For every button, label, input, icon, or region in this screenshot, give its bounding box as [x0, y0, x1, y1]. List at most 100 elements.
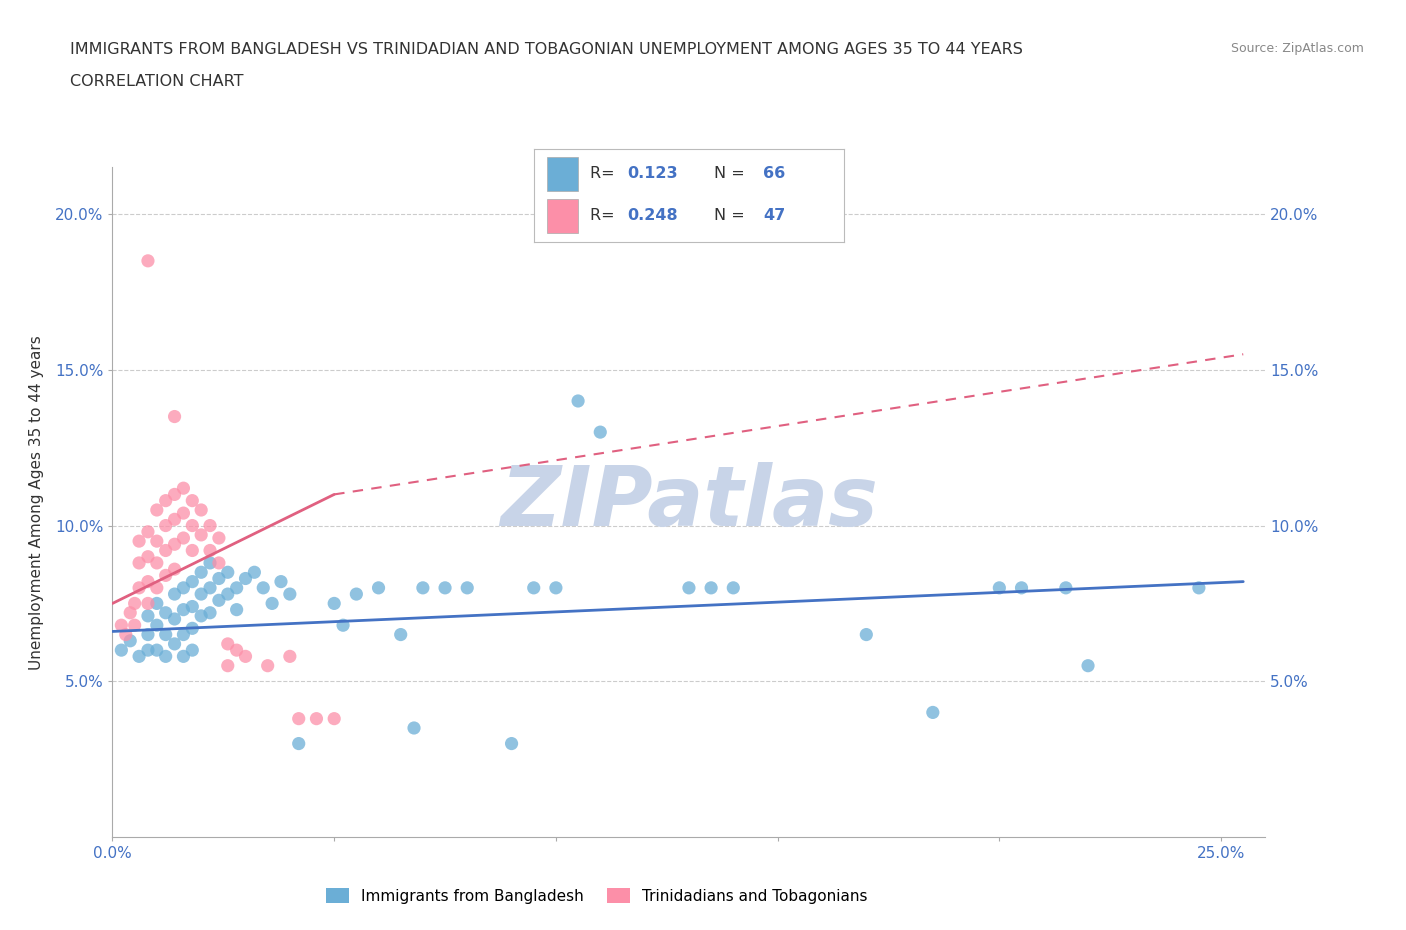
- Text: R=: R=: [591, 166, 620, 181]
- Point: [172, 531, 194, 546]
- Point: [136, 596, 159, 611]
- Point: [217, 658, 239, 673]
- Point: [217, 587, 239, 602]
- Point: [181, 518, 204, 533]
- Point: [235, 571, 257, 586]
- Point: [208, 555, 231, 570]
- Point: [589, 425, 612, 440]
- Point: [287, 737, 309, 751]
- Point: [256, 658, 278, 673]
- Point: [136, 253, 159, 268]
- Point: [124, 596, 146, 611]
- Point: [225, 580, 247, 595]
- Point: [136, 550, 159, 565]
- Point: [172, 506, 194, 521]
- Bar: [547, 157, 578, 191]
- Point: [190, 608, 212, 623]
- Point: [155, 518, 177, 533]
- Point: [146, 596, 169, 611]
- Point: [172, 627, 194, 642]
- Point: [305, 711, 328, 726]
- Point: [988, 580, 1011, 595]
- Point: [114, 627, 136, 642]
- Point: [198, 580, 221, 595]
- Point: [567, 393, 589, 408]
- Point: [146, 502, 169, 517]
- Point: [120, 605, 142, 620]
- Point: [198, 518, 221, 533]
- Point: [163, 612, 186, 627]
- Text: IMMIGRANTS FROM BANGLADESH VS TRINIDADIAN AND TOBAGONIAN UNEMPLOYMENT AMONG AGES: IMMIGRANTS FROM BANGLADESH VS TRINIDADIA…: [70, 42, 1024, 57]
- Point: [172, 481, 194, 496]
- Point: [208, 571, 231, 586]
- Point: [155, 568, 177, 583]
- Point: [252, 580, 274, 595]
- Text: R=: R=: [591, 208, 620, 223]
- Point: [128, 555, 150, 570]
- Point: [110, 643, 132, 658]
- Legend: Immigrants from Bangladesh, Trinidadians and Tobagonians: Immigrants from Bangladesh, Trinidadians…: [321, 882, 873, 910]
- Point: [163, 409, 186, 424]
- Point: [262, 596, 284, 611]
- Point: [287, 711, 309, 726]
- Point: [120, 633, 142, 648]
- Point: [434, 580, 457, 595]
- Point: [181, 574, 204, 589]
- Text: CORRELATION CHART: CORRELATION CHART: [70, 74, 243, 89]
- Text: 0.248: 0.248: [627, 208, 678, 223]
- Point: [700, 580, 723, 595]
- Point: [155, 493, 177, 508]
- Point: [501, 737, 523, 751]
- Point: [128, 534, 150, 549]
- Text: 66: 66: [763, 166, 786, 181]
- Point: [146, 534, 169, 549]
- Point: [163, 562, 186, 577]
- Bar: [547, 199, 578, 232]
- Point: [172, 603, 194, 618]
- Point: [146, 643, 169, 658]
- Point: [146, 555, 169, 570]
- Point: [190, 587, 212, 602]
- Y-axis label: Unemployment Among Ages 35 to 44 years: Unemployment Among Ages 35 to 44 years: [30, 335, 44, 670]
- Point: [1011, 580, 1033, 595]
- Point: [367, 580, 389, 595]
- Point: [163, 587, 186, 602]
- Point: [225, 643, 247, 658]
- Point: [1077, 658, 1099, 673]
- Text: ZIPatlas: ZIPatlas: [501, 461, 877, 543]
- Point: [163, 512, 186, 526]
- Point: [172, 649, 194, 664]
- Point: [163, 537, 186, 551]
- Point: [136, 525, 159, 539]
- Point: [155, 605, 177, 620]
- Point: [181, 621, 204, 636]
- Point: [344, 587, 367, 602]
- Point: [155, 627, 177, 642]
- Point: [146, 618, 169, 632]
- Point: [208, 592, 231, 607]
- Point: [172, 580, 194, 595]
- Point: [155, 543, 177, 558]
- Point: [225, 603, 247, 618]
- Point: [270, 574, 292, 589]
- Point: [332, 618, 354, 632]
- Point: [181, 599, 204, 614]
- Point: [389, 627, 412, 642]
- Point: [198, 543, 221, 558]
- Point: [190, 527, 212, 542]
- Point: [235, 649, 257, 664]
- Point: [1054, 580, 1077, 595]
- Point: [198, 555, 221, 570]
- Point: [402, 721, 425, 736]
- Point: [155, 649, 177, 664]
- Point: [855, 627, 877, 642]
- Text: Source: ZipAtlas.com: Source: ZipAtlas.com: [1230, 42, 1364, 55]
- Point: [110, 618, 132, 632]
- Text: 47: 47: [763, 208, 786, 223]
- Point: [163, 487, 186, 502]
- Point: [217, 636, 239, 651]
- Point: [128, 649, 150, 664]
- Text: N =: N =: [714, 166, 749, 181]
- Point: [124, 618, 146, 632]
- Point: [136, 608, 159, 623]
